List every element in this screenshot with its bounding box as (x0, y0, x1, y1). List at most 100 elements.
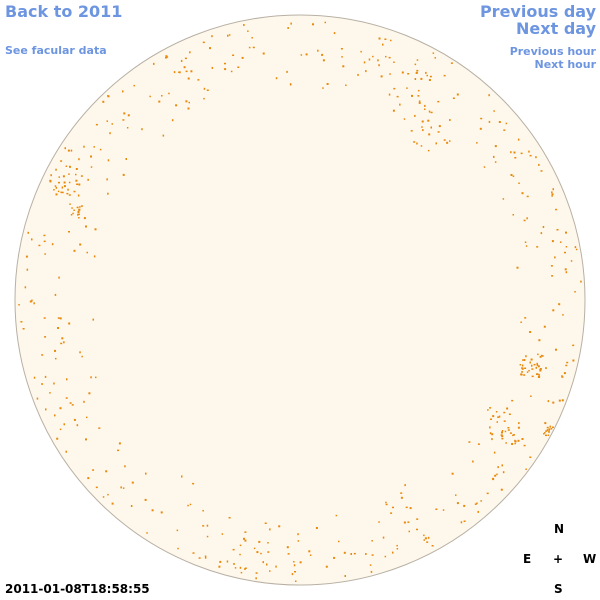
facula (291, 573, 294, 576)
previous-hour-link[interactable]: Previous hour (509, 45, 596, 58)
facula (429, 75, 432, 78)
facula (396, 548, 399, 550)
facula (385, 55, 387, 58)
facula (151, 509, 154, 512)
facula (523, 359, 526, 361)
facula (59, 407, 62, 410)
facula (162, 134, 165, 137)
facula (86, 251, 88, 254)
facula (180, 59, 183, 62)
facula (107, 159, 110, 162)
facula (371, 540, 373, 542)
facula (427, 149, 430, 152)
facula (71, 404, 74, 406)
facula (483, 166, 486, 168)
facula (520, 321, 522, 323)
facula (548, 431, 550, 433)
facula (78, 183, 81, 186)
next-hour-link[interactable]: Next hour (534, 58, 597, 71)
facula (317, 49, 319, 52)
facula (552, 188, 554, 191)
facula (443, 74, 446, 77)
facula (390, 39, 392, 42)
facula (385, 503, 388, 506)
facula (88, 392, 91, 395)
facula (494, 474, 497, 477)
facula (513, 434, 515, 436)
facula (20, 321, 23, 323)
facula (44, 253, 46, 255)
facula (49, 179, 52, 182)
facula (511, 443, 514, 445)
facula (530, 395, 532, 397)
facula (204, 555, 207, 557)
facula (416, 518, 419, 520)
facula (492, 415, 495, 418)
facula (522, 359, 525, 361)
facula (565, 364, 568, 367)
facula (209, 47, 211, 50)
facula (61, 191, 64, 194)
facula (501, 430, 504, 432)
facula (340, 48, 343, 50)
back-link[interactable]: Back to 2011 (5, 2, 123, 21)
facula (486, 492, 489, 495)
facula (95, 486, 98, 489)
facula (153, 62, 155, 65)
facula (99, 148, 102, 151)
facula (165, 55, 168, 58)
facula (560, 241, 562, 243)
facula (111, 502, 114, 505)
facula (234, 567, 237, 569)
facula (202, 41, 205, 44)
facula (474, 503, 477, 505)
facula (36, 397, 39, 400)
facula (384, 38, 387, 40)
facula (561, 399, 564, 402)
facula (541, 354, 543, 357)
facula (393, 61, 395, 63)
facula (496, 473, 498, 476)
facula (240, 571, 243, 574)
facula (558, 399, 561, 402)
facula (388, 56, 391, 59)
facula (239, 566, 242, 569)
facula (572, 359, 575, 362)
facula (407, 73, 410, 75)
facula (497, 466, 499, 469)
facula (289, 83, 292, 85)
facula (122, 90, 124, 93)
facula (54, 293, 57, 296)
facula (206, 535, 209, 538)
facula (414, 114, 416, 117)
facula (286, 546, 289, 549)
facula (324, 21, 326, 24)
facula (396, 544, 398, 547)
facula (90, 155, 92, 158)
facula (472, 460, 474, 463)
facula (510, 151, 512, 154)
facular-link[interactable]: See facular data (5, 44, 107, 57)
facula (171, 119, 174, 122)
facula (315, 527, 318, 529)
facula (90, 376, 92, 379)
facula (98, 427, 101, 429)
facula (529, 456, 532, 458)
previous-day-link[interactable]: Previous day (479, 2, 596, 21)
facula (253, 547, 256, 550)
facula (256, 551, 259, 554)
facula (333, 556, 336, 559)
facula (251, 37, 253, 39)
facula (122, 173, 125, 176)
facula (370, 570, 373, 573)
facula (537, 365, 540, 368)
facula (538, 339, 541, 342)
facula (385, 501, 387, 504)
next-day-link[interactable]: Next day (516, 19, 596, 38)
facula (312, 23, 314, 26)
compass-north: N (554, 522, 565, 536)
facula (109, 132, 111, 135)
facula (423, 534, 425, 537)
facula (185, 70, 188, 73)
facula (175, 104, 178, 107)
